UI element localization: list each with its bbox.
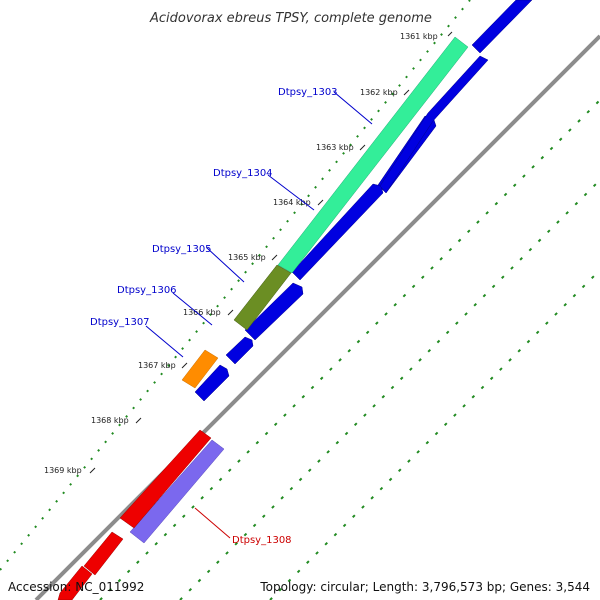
gene-label-dtpsy-1305[interactable]: Dtpsy_1305	[152, 244, 212, 255]
cds-reverse-track	[57, 429, 212, 600]
gene-dtpsy-1305-block[interactable]	[233, 264, 292, 331]
scale-tick	[89, 467, 96, 474]
leader-line	[194, 507, 231, 539]
cds-forward-arrow[interactable]	[194, 364, 230, 402]
scale-tick-label: 1365 kbp	[228, 253, 266, 262]
cds-reverse-arrow[interactable]	[119, 429, 212, 529]
genome-backbone	[34, 34, 600, 600]
accession-text: Accession: NC_011992	[8, 580, 145, 594]
cds-forward-arrow[interactable]	[471, 0, 533, 54]
map-title: Acidovorax ebreus TPSY, complete genome	[149, 11, 432, 26]
gene-dtpsy-1308-block[interactable]	[129, 439, 225, 544]
grid-line-inner-2	[179, 179, 600, 600]
gene-label-dtpsy-1303[interactable]: Dtpsy_1303	[278, 87, 338, 98]
scale-tick-label: 1363 kbp	[316, 143, 354, 152]
scale-tick	[403, 89, 410, 96]
grid-line-inner-1	[99, 99, 600, 600]
scale-tick	[447, 31, 453, 37]
cds-forward-arrow[interactable]	[244, 282, 304, 341]
cds-forward-arrow[interactable]	[225, 336, 254, 365]
leader-line	[172, 292, 213, 326]
scale-tick-label: 1369 kbp	[44, 466, 82, 475]
scale-tick-label: 1362 kbp	[360, 88, 398, 97]
cds-reverse-arrow[interactable]	[57, 565, 93, 600]
leader-line	[333, 91, 373, 125]
scale: 1361 kbp 1362 kbp 1363 kbp 1364 kbp 1365…	[44, 31, 453, 475]
leader-line	[206, 247, 245, 283]
scale-tick	[317, 199, 324, 206]
gene-labels: Dtpsy_1303 Dtpsy_1304 Dtpsy_1305 Dtpsy_1…	[90, 87, 373, 546]
cds-forward-arrow[interactable]	[379, 55, 489, 194]
grid-line-inner-3	[269, 269, 600, 600]
scale-tick-label: 1366 kbp	[183, 308, 221, 317]
leader-line	[267, 174, 315, 211]
cds-reverse-arrow[interactable]	[83, 531, 124, 576]
leader-line	[145, 325, 184, 358]
scale-tick	[271, 254, 278, 261]
gene-label-dtpsy-1308[interactable]: Dtpsy_1308	[232, 535, 292, 546]
gene-label-dtpsy-1304[interactable]: Dtpsy_1304	[213, 168, 273, 179]
cds-forward-arrow[interactable]	[291, 183, 384, 281]
scale-tick	[135, 417, 142, 424]
scale-tick-label: 1367 kbp	[138, 361, 176, 370]
grid-line-outer	[0, 0, 471, 571]
scale-tick	[227, 309, 234, 316]
genome-summary-text: Topology: circular; Length: 3,796,573 bp…	[260, 580, 590, 594]
gene-dtpsy-1307-block[interactable]	[181, 349, 219, 389]
scale-tick-label: 1364 kbp	[273, 198, 311, 207]
gene-label-dtpsy-1307[interactable]: Dtpsy_1307	[90, 317, 150, 328]
scale-tick	[181, 362, 188, 369]
scale-tick-label: 1361 kbp	[400, 32, 438, 41]
scale-tick	[359, 144, 366, 151]
cds-forward-track	[194, 0, 533, 402]
gene-dtpsy-1303-1304-block[interactable]	[277, 36, 469, 274]
gene-label-dtpsy-1306[interactable]: Dtpsy_1306	[117, 285, 177, 296]
scale-tick-label: 1368 kbp	[91, 416, 129, 425]
